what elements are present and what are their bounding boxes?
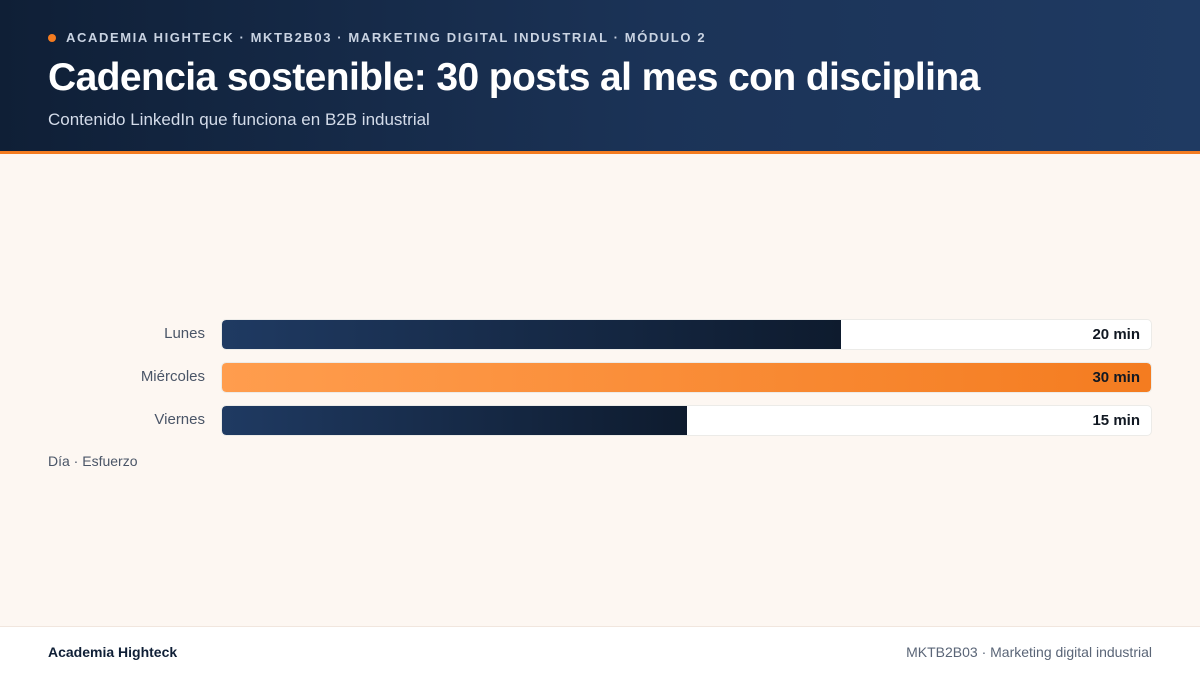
footer: Academia Highteck MKTB2B03 · Marketing d… <box>0 626 1200 675</box>
bar <box>222 406 687 435</box>
axis-caption: Día · Esfuerzo <box>48 453 138 469</box>
bar-track: 15 min <box>221 405 1152 436</box>
page-subtitle: Contenido LinkedIn que funciona en B2B i… <box>48 110 430 129</box>
header: ACADEMIA HIGHTECK · MKTB2B03 · MARKETING… <box>0 0 1200 151</box>
bar-track: 20 min <box>221 319 1152 350</box>
category-label: Viernes <box>154 411 205 428</box>
footer-course: MKTB2B03 · Marketing digital industrial <box>906 644 1152 660</box>
accent-dot-icon <box>48 33 56 42</box>
bar-value-label: 15 min <box>1092 412 1140 429</box>
eyebrow: ACADEMIA HIGHTECK · MKTB2B03 · MARKETING… <box>48 30 706 45</box>
header-divider <box>0 151 1200 154</box>
category-label: Miércoles <box>140 368 205 385</box>
bar <box>222 320 842 349</box>
bar-value-label: 30 min <box>1092 369 1140 386</box>
eyebrow-text: ACADEMIA HIGHTECK · MKTB2B03 · MARKETING… <box>66 30 707 45</box>
bar-track: 30 min <box>221 362 1152 393</box>
bar-chart: Día · Esfuerzo Lunes 20 min Miércoles 30 mi… <box>0 154 1200 626</box>
bar-value-label: 20 min <box>1092 326 1140 343</box>
bar-highlight <box>222 363 1151 392</box>
page-title: Cadencia sostenible: 30 posts al mes con… <box>48 56 980 99</box>
footer-brand: Academia Highteck <box>48 644 178 660</box>
category-label: Lunes <box>164 325 205 342</box>
